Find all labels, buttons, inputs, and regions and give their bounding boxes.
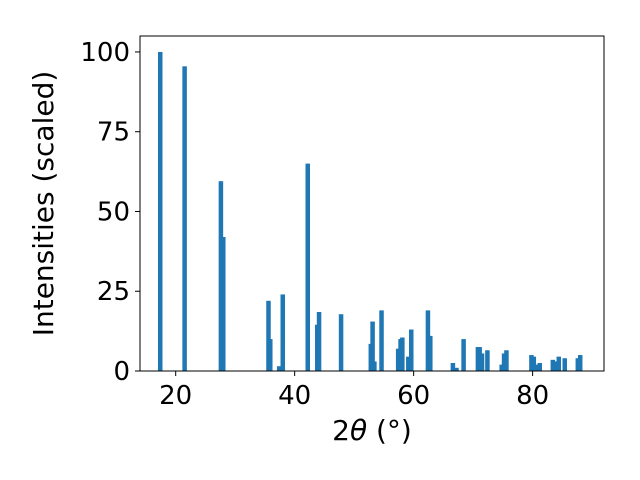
bar xyxy=(575,358,581,371)
bar xyxy=(425,310,431,371)
x-axis-label: 2θ (°) xyxy=(332,414,412,447)
bar xyxy=(406,356,411,371)
bar xyxy=(395,348,401,371)
bar xyxy=(556,356,562,371)
bar xyxy=(504,350,509,371)
bar xyxy=(305,163,310,371)
bar xyxy=(400,337,405,371)
bar xyxy=(409,329,414,371)
bar xyxy=(428,335,433,371)
bar xyxy=(266,300,271,371)
x-tick-label: 60 xyxy=(397,381,430,411)
bar xyxy=(221,237,226,371)
bar xyxy=(316,311,322,371)
bar xyxy=(577,355,583,371)
bar xyxy=(182,66,187,371)
y-tick-label: 75 xyxy=(97,118,130,148)
bar xyxy=(370,321,375,371)
bar xyxy=(454,367,459,371)
bar xyxy=(499,364,504,371)
bar xyxy=(280,294,286,371)
bar xyxy=(537,363,542,371)
x-axis-ticks: 20 40 60 80 xyxy=(159,371,549,411)
bar xyxy=(477,347,482,371)
bar xyxy=(268,339,273,371)
bar xyxy=(479,353,485,371)
bar xyxy=(501,353,507,371)
bar xyxy=(338,314,344,371)
y-tick-label: 25 xyxy=(97,277,130,307)
bar xyxy=(533,364,539,371)
x-tick-label: 40 xyxy=(278,381,311,411)
bar xyxy=(529,355,534,371)
bar xyxy=(461,339,466,371)
bar xyxy=(562,358,567,371)
bar xyxy=(379,310,384,371)
bar xyxy=(450,363,456,371)
y-tick-label: 100 xyxy=(80,38,130,68)
x-tick-label: 20 xyxy=(159,381,192,411)
y-tick-label: 0 xyxy=(113,357,130,387)
y-axis-label: Intensities (scaled) xyxy=(27,71,60,337)
bar xyxy=(531,356,537,371)
bar xyxy=(550,359,556,371)
y-axis-ticks: 0 25 50 75 100 xyxy=(80,38,140,387)
bar xyxy=(552,361,558,371)
x-tick-label: 80 xyxy=(516,381,549,411)
bar xyxy=(485,350,490,371)
plot-frame xyxy=(139,35,605,372)
y-tick-label: 50 xyxy=(97,197,130,227)
bar xyxy=(157,51,163,371)
bar xyxy=(218,181,224,371)
bar xyxy=(276,366,282,371)
bar xyxy=(372,361,377,371)
bars-group xyxy=(157,51,583,371)
